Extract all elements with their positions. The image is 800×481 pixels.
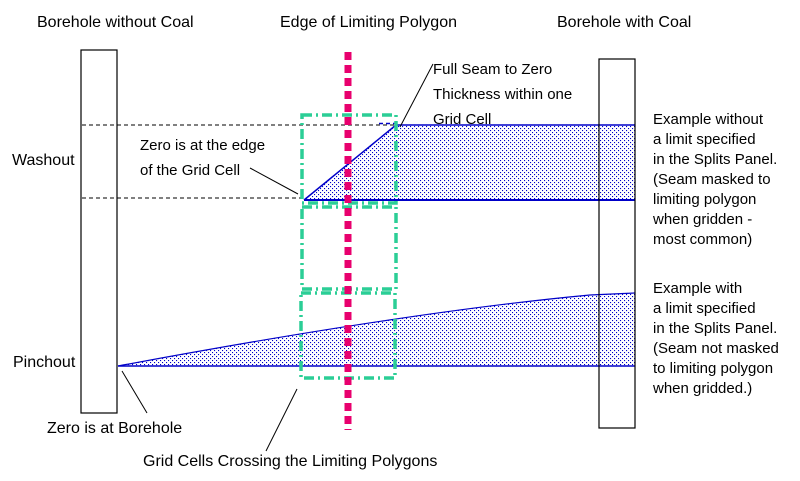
title-borehole-with-coal: Borehole with Coal (557, 14, 692, 31)
washout-seam-fill (304, 125, 635, 200)
label-zero-is-at-borehole: Zero is at Borehole (47, 420, 183, 437)
callout-full-seam-to-zero: Full Seam to Zero Thickness within one G… (433, 61, 573, 128)
pinchout-seam (117, 292, 636, 367)
pinchout-seam-top-line (117, 292, 636, 367)
title-edge-of-limiting-polygon: Edge of Limiting Polygon (280, 14, 457, 31)
borehole-without-coal-column (80, 49, 118, 414)
washout-seam (303, 122, 635, 201)
pointer-line-zero-edge (249, 167, 299, 195)
grid-cell-1 (300, 113, 398, 205)
note-example-with-limit: Example with a limit specified in the Sp… (653, 280, 779, 397)
callout-zero-edge-of-grid-cell: Zero is at the edge of the Grid Cell (140, 137, 266, 179)
label-washout: Washout (12, 152, 75, 169)
pinchout-seam-fill (118, 293, 635, 366)
label-grid-cells-crossing: Grid Cells Crossing the Limiting Polygon… (143, 453, 438, 470)
borehole-with-coal-column (598, 58, 636, 429)
pointer-line-grid-cells (265, 388, 298, 452)
note-example-without-limit: Example without a limit specified in the… (653, 111, 778, 248)
title-borehole-without-coal: Borehole without Coal (37, 14, 194, 31)
pointer-line-zero-at-borehole (121, 370, 148, 414)
pointer-line-full-seam (399, 63, 434, 128)
label-pinchout: Pinchout (13, 354, 76, 371)
